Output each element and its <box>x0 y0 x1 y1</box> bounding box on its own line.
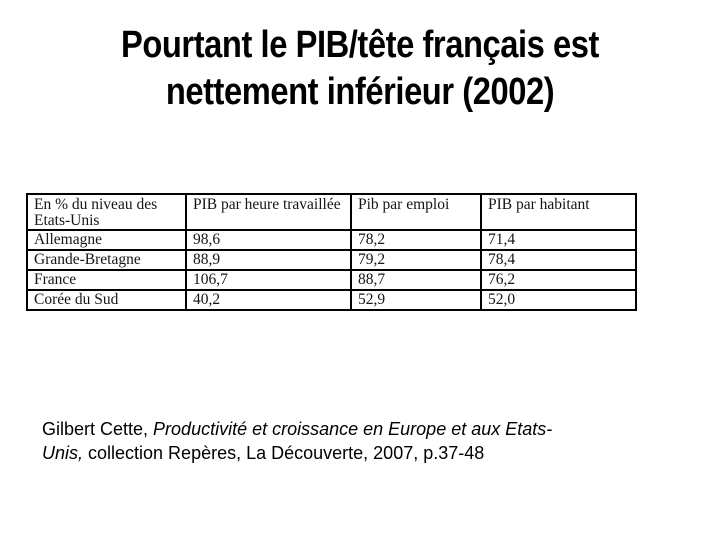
value-cell: 106,7 <box>185 269 352 291</box>
value-cell: 76,2 <box>480 269 637 291</box>
country-cell: Corée du Sud <box>26 289 187 311</box>
value-cell: 52,0 <box>480 289 637 311</box>
value-cell: 79,2 <box>350 249 482 271</box>
pib-comparison-table: En % du niveau des Etats-Unis PIB par he… <box>26 193 637 311</box>
country-cell: Grande-Bretagne <box>26 249 187 271</box>
value-cell: 98,6 <box>185 229 352 251</box>
slide-title-line2: nettement inférieur (2002) <box>165 71 555 113</box>
value-cell: 40,2 <box>185 289 352 311</box>
column-header-reference: En % du niveau des Etats-Unis <box>26 193 187 231</box>
table-row: France 106,7 88,7 76,2 <box>26 269 637 291</box>
column-header-pib-emploi: Pib par emploi <box>350 193 482 231</box>
slide-title: Pourtant le PIB/tête français est netteme… <box>50 22 669 116</box>
column-header-pib-heure: PIB par heure travaillée <box>185 193 352 231</box>
value-cell: 52,9 <box>350 289 482 311</box>
country-cell: Allemagne <box>26 229 187 251</box>
table-row: Grande-Bretagne 88,9 79,2 78,4 <box>26 249 637 271</box>
citation-author: Gilbert Cette, <box>42 419 154 439</box>
source-citation: Gilbert Cette, Productivité et croissanc… <box>42 418 642 465</box>
slide-title-line1: Pourtant le PIB/tête français est <box>121 24 599 66</box>
citation-publisher: collection Repères, La Découverte, 2007,… <box>83 442 485 463</box>
value-cell: 78,4 <box>480 249 637 271</box>
table-row: Allemagne 98,6 78,2 71,4 <box>26 229 637 251</box>
table-row: Corée du Sud 40,2 52,9 52,0 <box>26 289 637 311</box>
column-header-pib-habitant: PIB par habitant <box>480 193 637 231</box>
country-cell: France <box>26 269 187 291</box>
citation-book-title-part1: Productivité et croissance en Europe et … <box>153 419 553 439</box>
value-cell: 88,7 <box>350 269 482 291</box>
value-cell: 88,9 <box>185 249 352 271</box>
value-cell: 71,4 <box>480 229 637 251</box>
value-cell: 78,2 <box>350 229 482 251</box>
citation-book-title-part2: Unis, <box>42 442 84 463</box>
table-header-row: En % du niveau des Etats-Unis PIB par he… <box>26 193 637 231</box>
